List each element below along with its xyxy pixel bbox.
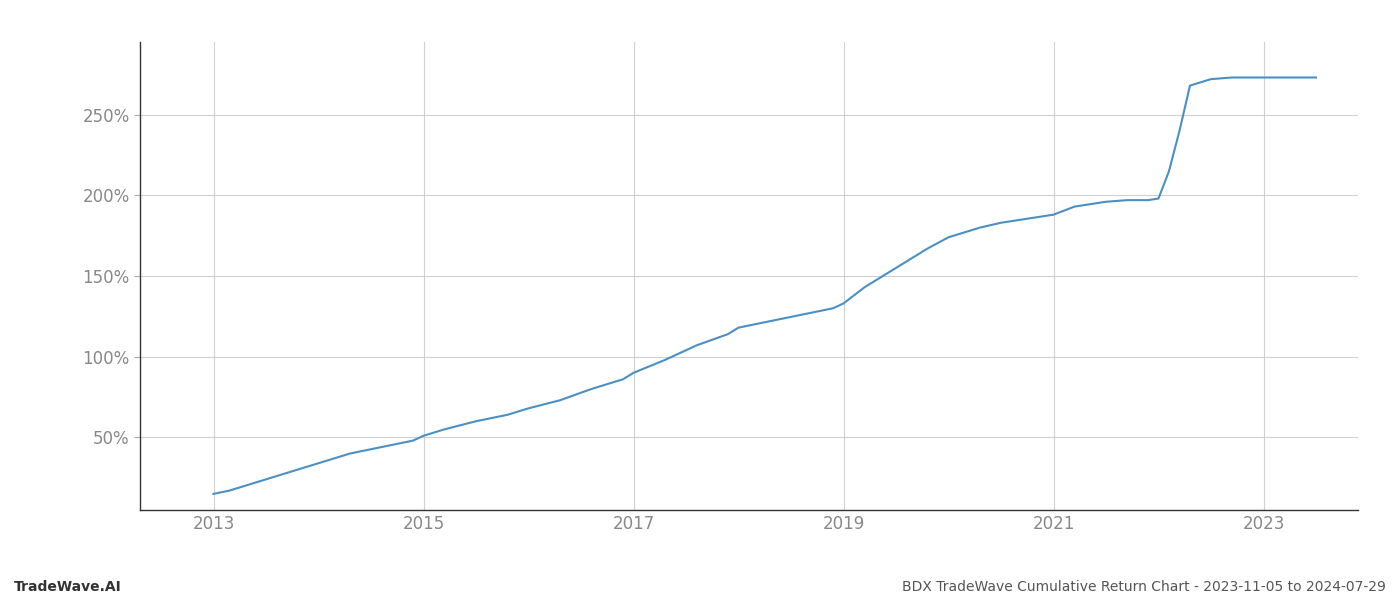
Text: TradeWave.AI: TradeWave.AI	[14, 580, 122, 594]
Text: BDX TradeWave Cumulative Return Chart - 2023-11-05 to 2024-07-29: BDX TradeWave Cumulative Return Chart - …	[902, 580, 1386, 594]
